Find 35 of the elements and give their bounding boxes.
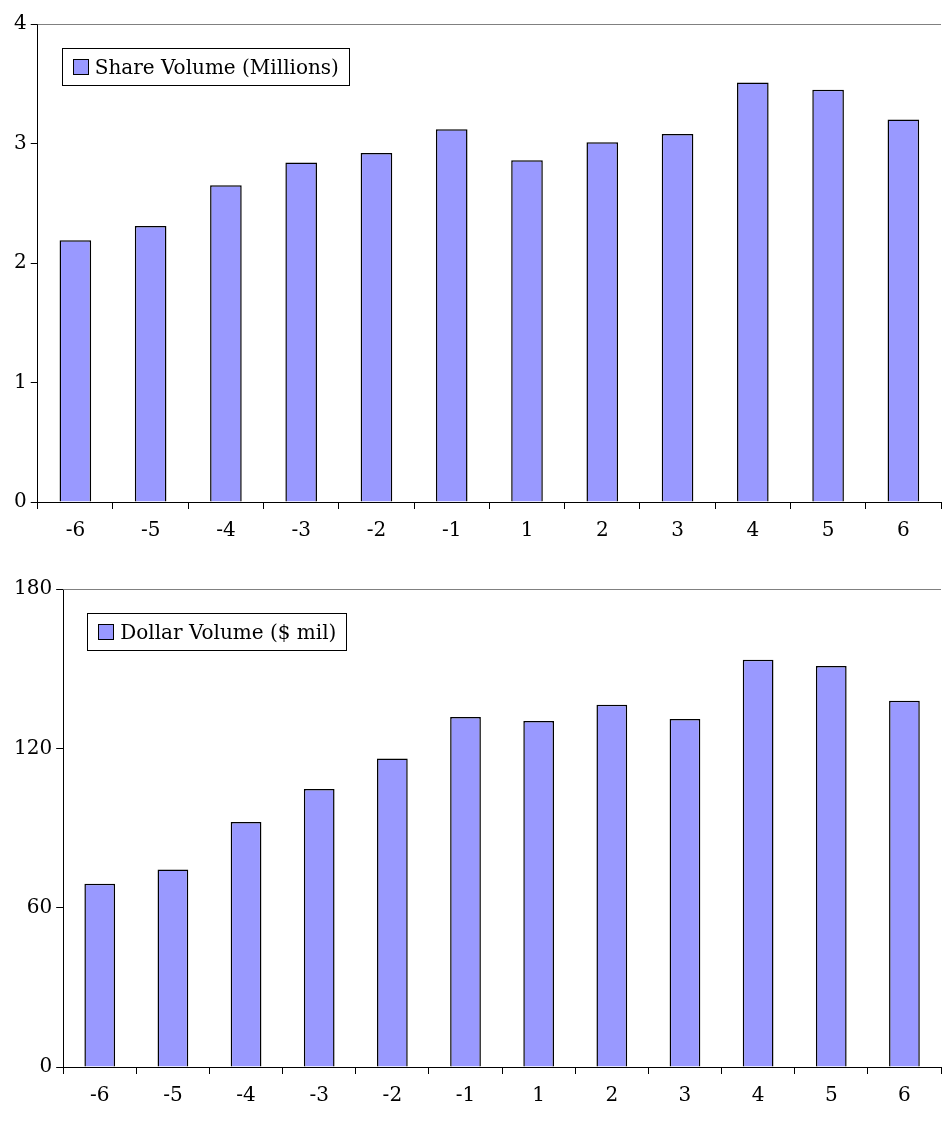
- y-tick-label: 180: [13, 575, 53, 600]
- x-tick-label: 3: [671, 517, 684, 542]
- x-tick-label: -1: [455, 1082, 476, 1107]
- y-tick-label: 0: [39, 1053, 53, 1078]
- x-tick-label: -5: [140, 517, 161, 542]
- y-tick-label: 4: [13, 10, 27, 35]
- x-tick-label: -1: [441, 517, 462, 542]
- x-tick-label: -6: [65, 517, 86, 542]
- y-tick-label: 3: [13, 129, 27, 154]
- x-tick-label: -5: [163, 1082, 183, 1107]
- legend-label: Dollar Volume ($ mil): [120, 620, 337, 644]
- x-tick-label: 5: [824, 1082, 838, 1107]
- x-tick-label: -2: [382, 1082, 403, 1107]
- x-tick-label: 6: [897, 517, 910, 542]
- x-tick-label: 1: [532, 1082, 546, 1107]
- x-tick-label: 4: [746, 517, 760, 542]
- x-tick-label: 1: [520, 517, 534, 542]
- x-tick-label: 6: [898, 1082, 911, 1107]
- y-tick-label: 1: [13, 368, 27, 393]
- y-tick-label: 2: [13, 249, 27, 274]
- y-tick-label: 60: [26, 893, 53, 918]
- x-tick-label: -6: [90, 1082, 110, 1107]
- y-tick-label: 0: [13, 488, 27, 513]
- x-tick-label: -2: [366, 517, 387, 542]
- x-tick-label: -4: [236, 1082, 256, 1107]
- x-tick-label: -4: [216, 517, 236, 542]
- x-tick-label: 5: [821, 517, 835, 542]
- x-tick-label: -3: [309, 1082, 329, 1107]
- x-tick-label: 3: [678, 1082, 692, 1107]
- x-tick-label: 2: [595, 517, 609, 542]
- x-tick-label: 2: [605, 1082, 619, 1107]
- legend-label: Share Volume (Millions): [94, 55, 339, 79]
- x-tick-label: -3: [291, 517, 311, 542]
- x-tick-label: 4: [751, 1082, 765, 1107]
- y-tick-label: 120: [13, 734, 53, 759]
